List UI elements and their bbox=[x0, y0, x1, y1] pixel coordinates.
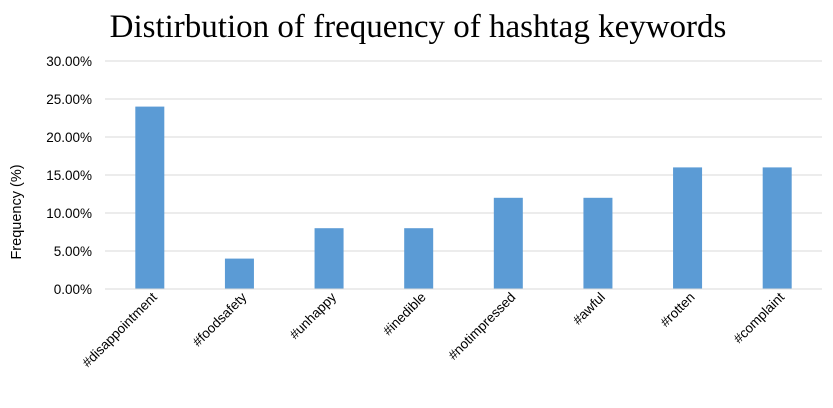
bar bbox=[224, 258, 254, 289]
x-tick-label: #inedible bbox=[380, 290, 429, 339]
x-tick-label: #complaint bbox=[731, 289, 788, 346]
y-tick-label: 10.00% bbox=[46, 206, 92, 221]
x-tick-label: #awful bbox=[570, 290, 608, 328]
bar bbox=[135, 106, 165, 289]
y-tick-label: 0.00% bbox=[54, 282, 92, 297]
y-tick-label: 20.00% bbox=[46, 130, 92, 145]
bars bbox=[135, 106, 792, 289]
x-tick-label: #foodsafety bbox=[190, 289, 250, 349]
bar bbox=[583, 197, 613, 289]
y-tick-label: 30.00% bbox=[46, 54, 92, 69]
x-tick-label: #notimpressed bbox=[445, 290, 518, 363]
bar bbox=[404, 228, 434, 289]
x-axis-tick-labels: #disappointment #foodsafety #unhappy #inedi… bbox=[79, 289, 787, 370]
y-tick-label: 25.00% bbox=[46, 92, 92, 107]
x-tick-label: #unhappy bbox=[287, 289, 340, 342]
x-tick-label: #disappointment bbox=[79, 289, 160, 370]
bar bbox=[762, 167, 792, 289]
x-tick-label: #rotten bbox=[657, 290, 697, 330]
y-axis-label: Frequency (%) bbox=[9, 164, 25, 259]
bar bbox=[314, 228, 344, 289]
gridlines bbox=[105, 60, 822, 252]
y-tick-label: 15.00% bbox=[46, 168, 92, 183]
chart-title: Distirbution of frequency of hashtag key… bbox=[110, 9, 727, 45]
bar bbox=[673, 167, 703, 289]
y-axis-tick-labels: 0.00% 5.00% 10.00% 15.00% 20.00% 25.00% 30.00% bbox=[46, 54, 92, 297]
bar bbox=[493, 197, 523, 289]
y-tick-label: 5.00% bbox=[54, 244, 92, 259]
